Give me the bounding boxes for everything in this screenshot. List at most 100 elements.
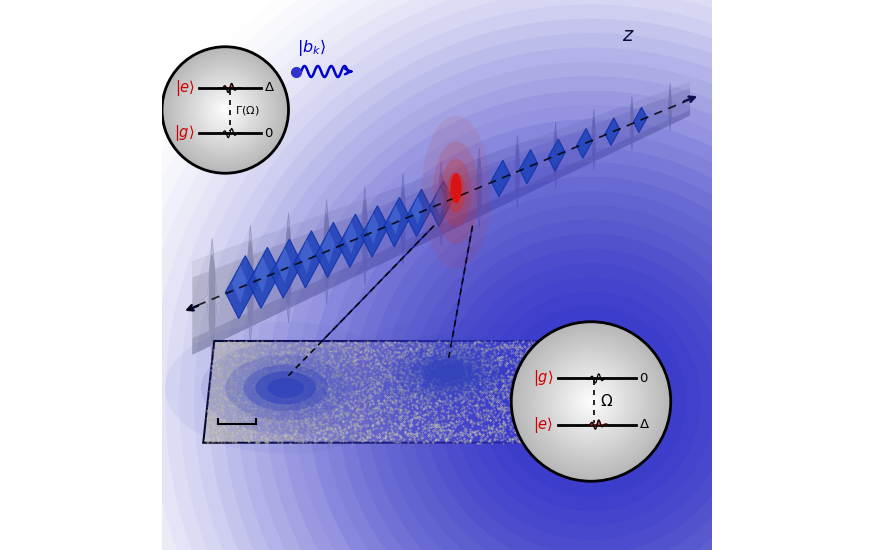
Circle shape bbox=[540, 350, 642, 453]
Polygon shape bbox=[434, 188, 445, 215]
Polygon shape bbox=[241, 226, 260, 342]
Text: z: z bbox=[621, 26, 632, 45]
Polygon shape bbox=[318, 200, 335, 304]
Text: $\Gamma(\Omega)$: $\Gamma(\Omega)$ bbox=[235, 104, 260, 117]
Text: $|e\rangle$: $|e\rangle$ bbox=[533, 415, 553, 434]
Ellipse shape bbox=[374, 334, 522, 411]
Circle shape bbox=[424, 234, 759, 550]
Ellipse shape bbox=[247, 240, 253, 327]
Polygon shape bbox=[406, 189, 432, 236]
Circle shape bbox=[172, 57, 279, 163]
Circle shape bbox=[220, 105, 231, 115]
Polygon shape bbox=[248, 248, 281, 309]
Ellipse shape bbox=[451, 173, 461, 204]
Polygon shape bbox=[548, 139, 565, 171]
Ellipse shape bbox=[421, 359, 475, 387]
Circle shape bbox=[295, 105, 874, 550]
Circle shape bbox=[438, 249, 744, 550]
Polygon shape bbox=[357, 186, 372, 284]
Circle shape bbox=[531, 341, 652, 462]
Polygon shape bbox=[225, 256, 259, 318]
Circle shape bbox=[366, 177, 816, 550]
Circle shape bbox=[565, 376, 616, 427]
Circle shape bbox=[192, 77, 258, 143]
Circle shape bbox=[177, 62, 274, 158]
Circle shape bbox=[175, 59, 276, 161]
Circle shape bbox=[351, 162, 830, 550]
Circle shape bbox=[207, 92, 243, 128]
Ellipse shape bbox=[554, 131, 558, 180]
Ellipse shape bbox=[630, 103, 634, 144]
Polygon shape bbox=[384, 197, 410, 247]
Ellipse shape bbox=[447, 172, 465, 213]
Circle shape bbox=[180, 64, 271, 156]
Circle shape bbox=[190, 75, 260, 145]
Polygon shape bbox=[389, 205, 401, 234]
Polygon shape bbox=[512, 135, 524, 208]
Text: $0$: $0$ bbox=[640, 372, 649, 385]
Ellipse shape bbox=[286, 227, 292, 309]
Circle shape bbox=[200, 85, 251, 135]
Circle shape bbox=[543, 354, 639, 449]
Circle shape bbox=[164, 50, 286, 170]
Circle shape bbox=[562, 373, 620, 430]
Ellipse shape bbox=[323, 213, 329, 290]
Circle shape bbox=[183, 67, 268, 153]
Ellipse shape bbox=[395, 345, 501, 400]
Circle shape bbox=[337, 148, 844, 550]
Polygon shape bbox=[254, 256, 269, 293]
Circle shape bbox=[524, 334, 658, 469]
Circle shape bbox=[395, 205, 787, 550]
Circle shape bbox=[170, 54, 281, 166]
Circle shape bbox=[323, 134, 859, 550]
Text: $\Omega$: $\Omega$ bbox=[600, 393, 614, 410]
Polygon shape bbox=[589, 109, 599, 169]
Circle shape bbox=[309, 119, 873, 550]
Polygon shape bbox=[316, 222, 345, 278]
Ellipse shape bbox=[421, 116, 490, 270]
Polygon shape bbox=[666, 84, 674, 131]
Circle shape bbox=[588, 398, 594, 405]
Ellipse shape bbox=[267, 378, 304, 398]
Circle shape bbox=[546, 357, 635, 446]
Circle shape bbox=[208, 19, 874, 550]
Polygon shape bbox=[294, 230, 323, 288]
Polygon shape bbox=[204, 341, 591, 443]
Circle shape bbox=[481, 292, 701, 512]
Text: $|g\rangle$: $|g\rangle$ bbox=[533, 368, 553, 388]
Circle shape bbox=[527, 338, 655, 465]
Ellipse shape bbox=[362, 199, 368, 272]
Polygon shape bbox=[577, 128, 593, 158]
Text: $|g\rangle$: $|g\rangle$ bbox=[175, 123, 195, 143]
Circle shape bbox=[515, 325, 668, 478]
Polygon shape bbox=[605, 118, 620, 145]
Circle shape bbox=[237, 47, 874, 550]
Circle shape bbox=[534, 344, 649, 459]
Circle shape bbox=[575, 386, 607, 417]
Circle shape bbox=[550, 360, 633, 443]
Circle shape bbox=[198, 82, 253, 138]
Circle shape bbox=[203, 87, 248, 133]
Polygon shape bbox=[366, 213, 378, 244]
Ellipse shape bbox=[255, 371, 316, 404]
Polygon shape bbox=[338, 214, 367, 267]
Circle shape bbox=[184, 69, 266, 151]
Polygon shape bbox=[277, 248, 291, 283]
Circle shape bbox=[452, 263, 730, 540]
Polygon shape bbox=[491, 160, 510, 196]
Ellipse shape bbox=[400, 185, 406, 254]
Polygon shape bbox=[280, 212, 297, 323]
Circle shape bbox=[569, 379, 614, 424]
Circle shape bbox=[162, 47, 288, 173]
Ellipse shape bbox=[165, 322, 406, 454]
Text: $\Delta$: $\Delta$ bbox=[640, 418, 650, 431]
Circle shape bbox=[552, 363, 629, 440]
Circle shape bbox=[223, 33, 874, 550]
Ellipse shape bbox=[432, 365, 464, 381]
Circle shape bbox=[215, 100, 235, 120]
Ellipse shape bbox=[243, 365, 328, 411]
Text: $0$: $0$ bbox=[264, 126, 274, 140]
Polygon shape bbox=[271, 239, 302, 298]
Circle shape bbox=[517, 328, 664, 475]
Text: $|e\rangle$: $|e\rangle$ bbox=[175, 78, 195, 98]
